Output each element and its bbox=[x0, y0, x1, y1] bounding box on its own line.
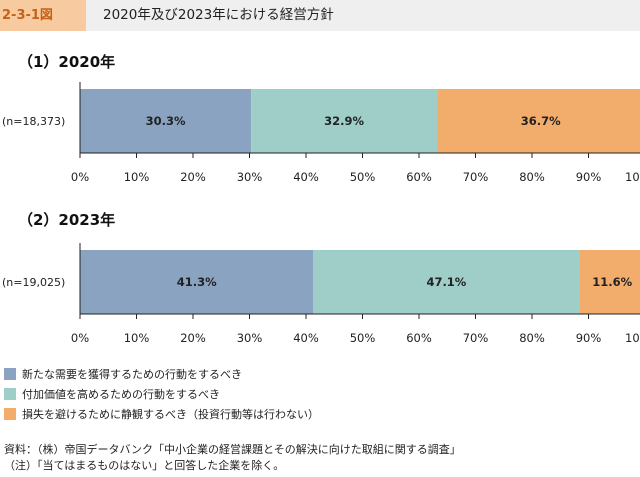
x-tick-label: 0% bbox=[71, 170, 89, 184]
data-label: 36.7% bbox=[521, 114, 561, 128]
legend-swatch bbox=[4, 388, 16, 400]
legend-label: 付加価値を高めるための行動をするべき bbox=[22, 388, 220, 401]
bar-segment bbox=[437, 89, 640, 153]
figure-label: 2-3-1図 bbox=[0, 0, 86, 31]
legend-swatch bbox=[4, 368, 16, 380]
x-tick-label: 30% bbox=[237, 331, 263, 345]
x-tick-label: 80% bbox=[519, 331, 545, 345]
x-tick-label: 40% bbox=[293, 170, 319, 184]
x-tick-label: 0% bbox=[71, 331, 89, 345]
x-tick-label: 60% bbox=[406, 331, 432, 345]
category-label: (n=18,373) bbox=[2, 115, 65, 128]
data-label: 11.6% bbox=[592, 275, 632, 289]
notes: 資料：（株）帝国データバンク「中小企業の経営課題とその解決に向けた取組に関する調… bbox=[4, 442, 461, 474]
figure-header: 2-3-1図 2020年及び2023年における経営方針 bbox=[0, 0, 640, 31]
legend-item: 損失を避けるために静観するべき（投資行動等は行わない） bbox=[4, 404, 319, 424]
x-tick-label: 70% bbox=[463, 331, 489, 345]
legend-label: 損失を避けるために静観するべき（投資行動等は行わない） bbox=[22, 408, 319, 421]
x-tick-label: 80% bbox=[519, 170, 545, 184]
figure-title: 2020年及び2023年における経営方針 bbox=[103, 7, 334, 23]
data-label: 41.3% bbox=[177, 275, 217, 289]
legend-label: 新たな需要を獲得するための行動をするべき bbox=[22, 368, 242, 381]
chart-2-title: （2）2023年 bbox=[18, 211, 116, 229]
x-tick-label: 20% bbox=[180, 331, 206, 345]
x-tick-label: 30% bbox=[237, 170, 263, 184]
legend-item: 新たな需要を獲得するための行動をするべき bbox=[4, 364, 319, 384]
chart-2020-svg: 30.3% 32.9% 36.7% (n=18,373) 0% 10% 20% 30% 40% 5… bbox=[2, 82, 640, 184]
x-tick-label: 60% bbox=[406, 170, 432, 184]
category-label: (n=19,025) bbox=[2, 276, 65, 289]
bar-segment bbox=[80, 250, 314, 314]
x-tick-label: 70% bbox=[463, 170, 489, 184]
x-tick-label: 20% bbox=[180, 170, 206, 184]
x-tick-label: 10 bbox=[625, 331, 640, 345]
chart-2020: 30.3% 32.9% 36.7% (n=18,373) 0% 10% 20% 30% 40% 5… bbox=[0, 82, 640, 202]
bar-segment bbox=[80, 89, 252, 153]
bar-segment bbox=[579, 250, 640, 314]
source-note: 資料：（株）帝国データバンク「中小企業の経営課題とその解決に向けた取組に関する調… bbox=[4, 443, 461, 456]
x-tick-label: 40% bbox=[293, 331, 319, 345]
legend: 新たな需要を獲得するための行動をするべき 付加価値を高めるための行動をするべき … bbox=[4, 364, 319, 424]
x-tick-label: 10 bbox=[625, 170, 640, 184]
chart-2023: 41.3% 47.1% 11.6% (n=19,025) 0% 10% 20% 30% 40% 5… bbox=[0, 243, 640, 363]
x-tick-label: 90% bbox=[576, 170, 602, 184]
legend-swatch bbox=[4, 408, 16, 420]
data-label: 30.3% bbox=[146, 114, 186, 128]
chart-1-title: （1）2020年 bbox=[18, 53, 116, 71]
x-tick-label: 50% bbox=[350, 170, 376, 184]
x-tick-label: 90% bbox=[576, 331, 602, 345]
chart-2023-svg: 41.3% 47.1% 11.6% (n=19,025) 0% 10% 20% 30% 40% 5… bbox=[2, 243, 640, 345]
data-label: 47.1% bbox=[426, 275, 466, 289]
x-tick-label: 10% bbox=[124, 331, 150, 345]
bar-segment bbox=[251, 89, 438, 153]
data-label: 32.9% bbox=[324, 114, 364, 128]
legend-item: 付加価値を高めるための行動をするべき bbox=[4, 384, 319, 404]
x-tick-label: 10% bbox=[124, 170, 150, 184]
footnote: （注）「当てはまるものはない」と回答した企業を除く。 bbox=[4, 459, 285, 472]
x-tick-label: 50% bbox=[350, 331, 376, 345]
bar-segment bbox=[313, 250, 580, 314]
